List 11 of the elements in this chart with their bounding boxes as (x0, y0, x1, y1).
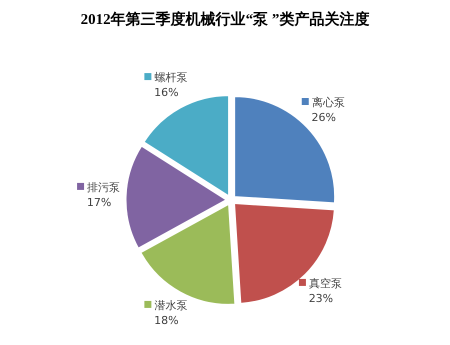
chart-title: 2012年第三季度机械行业“泵 ”类产品关注度 (80, 10, 370, 28)
data-label: 23% (308, 292, 334, 305)
legend-label: 离心泵 (312, 96, 345, 110)
data-label: 26% (312, 111, 336, 124)
legend-label: 潜水泵 (154, 298, 188, 312)
data-label: 18% (154, 314, 179, 327)
legend-label: 真空泵 (308, 276, 342, 290)
data-label: 17% (86, 196, 112, 209)
data-label: 16% (154, 86, 179, 100)
legend-label: 螺杆泵 (154, 71, 188, 84)
legend-label: 排污泵 (87, 180, 120, 194)
